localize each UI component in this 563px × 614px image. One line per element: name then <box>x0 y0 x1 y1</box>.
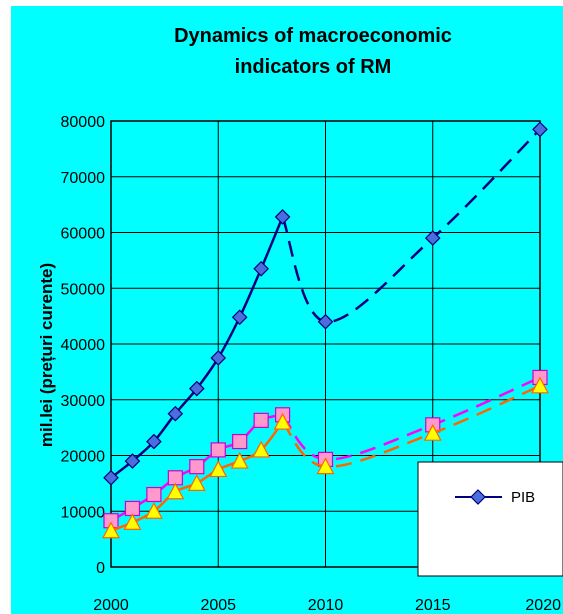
data-point <box>253 260 269 277</box>
data-point <box>144 501 163 519</box>
data-point <box>531 376 549 394</box>
y-tick-label: 50000 <box>61 281 106 298</box>
data-point <box>189 459 205 475</box>
y-tick-label: 60000 <box>61 226 106 243</box>
data-point <box>424 230 441 246</box>
data-point <box>146 486 162 503</box>
x-tick-label: 2000 <box>93 597 129 614</box>
data-point <box>274 209 291 225</box>
y-axis-label: mil.lei (prețuri curente) <box>37 263 56 447</box>
data-point <box>124 453 141 469</box>
series-layer <box>102 121 549 539</box>
data-point <box>187 474 206 491</box>
series-2 <box>103 369 548 529</box>
tick-labels: 0 10000 20000 30000 40000 50000 60000 70000 8000… <box>61 114 562 614</box>
series-3 <box>102 376 549 539</box>
y-tick-label: 40000 <box>61 337 106 354</box>
legend-box <box>417 461 563 577</box>
data-point <box>316 457 335 475</box>
y-tick-label: 80000 <box>61 114 106 131</box>
x-tick-label: 2020 <box>525 597 561 614</box>
series-line-dashed <box>281 128 541 323</box>
y-tick-label: 20000 <box>61 449 106 466</box>
data-point <box>232 433 248 450</box>
data-point <box>188 380 205 397</box>
series-line-dashed <box>281 376 541 461</box>
data-point <box>146 433 162 450</box>
x-tick-label: 2010 <box>308 597 344 614</box>
legend-label: PIB <box>511 489 535 506</box>
data-point <box>123 513 142 531</box>
data-point <box>210 350 227 366</box>
data-point <box>532 121 548 138</box>
data-point <box>210 442 226 458</box>
data-point <box>317 313 334 330</box>
series-1 <box>103 121 548 486</box>
y-tick-label: 0 <box>96 560 105 577</box>
chart-title-line-2: indicators of RM <box>235 56 392 78</box>
data-point <box>273 412 292 430</box>
legend-entries: PIB <box>455 489 535 506</box>
data-point <box>423 423 442 441</box>
data-point <box>230 451 249 469</box>
x-tick-label: 2015 <box>415 597 451 614</box>
y-tick-label: 10000 <box>61 504 106 521</box>
data-point <box>102 521 120 539</box>
y-tick-label: 70000 <box>61 170 106 187</box>
data-point <box>166 482 185 500</box>
data-point <box>253 412 269 428</box>
data-point <box>103 469 119 486</box>
legend-marker <box>470 489 486 505</box>
data-point <box>252 440 271 458</box>
data-point <box>209 460 228 478</box>
y-tick-label: 30000 <box>61 393 106 410</box>
x-tick-label: 2005 <box>200 597 236 614</box>
data-point <box>167 405 184 422</box>
legend: PIB <box>417 461 563 577</box>
chart-title-line-1: Dynamics of macroeconomic <box>174 25 452 47</box>
data-point <box>231 309 248 326</box>
series-line-dashed <box>281 384 541 468</box>
